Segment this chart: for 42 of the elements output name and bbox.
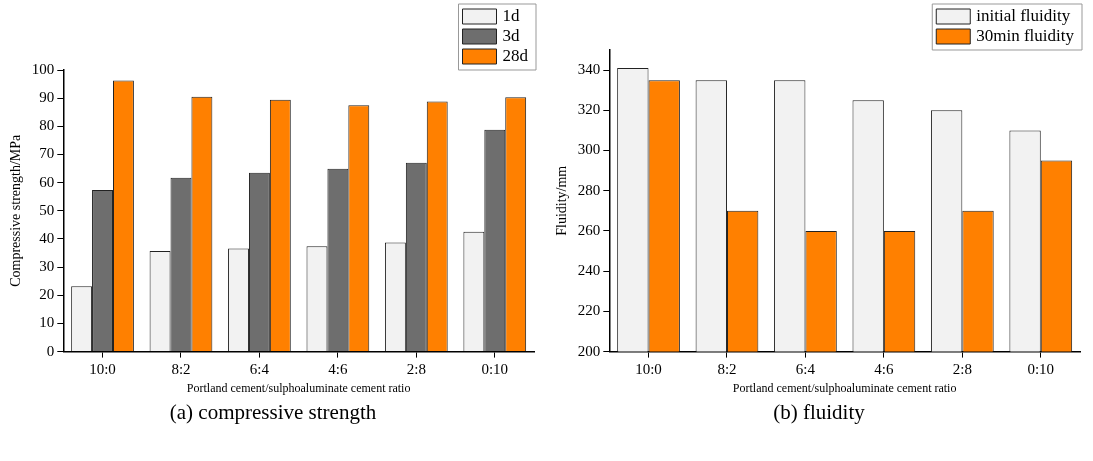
x-tick-label: 8:2 <box>717 360 737 377</box>
y-tick-label: 70 <box>39 145 55 162</box>
legend-label: 28d <box>502 46 529 66</box>
x-tick-label: 0:10 <box>481 360 509 377</box>
x-tick-label: 6:4 <box>795 360 816 377</box>
y-tick-label: 220 <box>577 302 601 319</box>
x-axis-title: Portland cement/sulphoaluminate cement ratio <box>732 380 957 395</box>
x-tick-label: 2:8 <box>952 360 972 377</box>
x-tick-label: 10:0 <box>635 360 662 377</box>
x-tick-label: 0:10 <box>1027 360 1055 377</box>
x-tick-label: 4:6 <box>328 360 348 377</box>
y-axis-title: Compressive strength/MPa <box>8 133 24 287</box>
y-tick-label: 50 <box>39 201 55 218</box>
y-tick-label: 0 <box>46 342 55 359</box>
y-axis-title: Fluidity/mm <box>554 165 570 236</box>
y-tick-label: 240 <box>577 262 601 279</box>
x-tick-label: 4:6 <box>874 360 894 377</box>
legend-label: 1d <box>502 6 520 26</box>
y-tick-label: 40 <box>39 229 55 246</box>
y-tick-label: 30 <box>39 258 55 275</box>
x-axis-title: Portland cement/sulphoaluminate cement ratio <box>186 380 411 395</box>
x-tick-label: 2:8 <box>406 360 426 377</box>
text: (a) compressive strength <box>168 400 378 424</box>
x-tick-label: 6:4 <box>249 360 270 377</box>
y-tick-label: 100 <box>31 60 55 77</box>
y-tick-label: 280 <box>577 181 601 198</box>
y-tick-label: 340 <box>577 61 601 78</box>
y-tick-label: 200 <box>577 342 601 359</box>
x-tick-label: 10:0 <box>89 360 116 377</box>
x-tick-label: 8:2 <box>171 360 191 377</box>
y-tick-label: 260 <box>577 221 601 238</box>
y-tick-label: 20 <box>39 286 55 303</box>
legend-label: 3d <box>502 26 520 46</box>
y-tick-label: 320 <box>577 101 601 118</box>
y-tick-label: 90 <box>39 89 55 106</box>
legend-label: initial fluidity <box>976 6 1071 26</box>
legend-label: 30min fluidity <box>976 26 1075 46</box>
y-tick-label: 300 <box>577 141 601 158</box>
text: (b) fluidity <box>772 400 866 424</box>
y-tick-label: 10 <box>39 314 55 331</box>
y-tick-label: 60 <box>39 173 55 190</box>
y-tick-label: 80 <box>39 117 55 134</box>
